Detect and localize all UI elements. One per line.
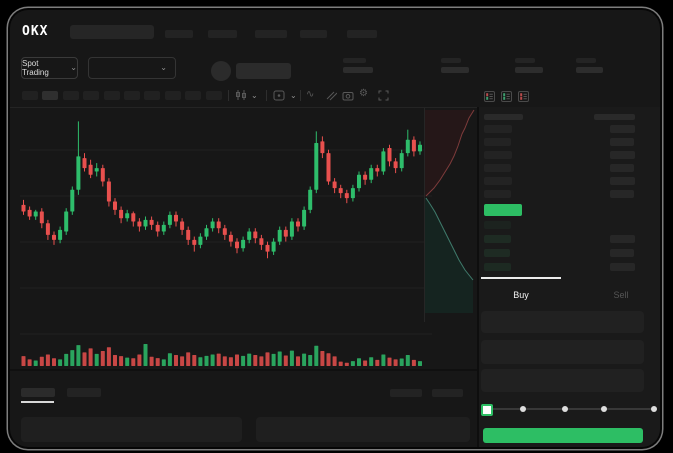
okx-logo[interactable]: OKX (22, 24, 49, 39)
fullscreen-icon[interactable] (378, 90, 389, 101)
nav-item-placeholder[interactable] (165, 30, 193, 38)
timeframe-button[interactable] (144, 91, 161, 100)
ask-amount-placeholder[interactable] (610, 164, 634, 172)
ask-amount-placeholder[interactable] (610, 151, 635, 159)
stat-label-placeholder (515, 58, 535, 63)
orderbook-header-placeholder (484, 114, 523, 120)
bid-price-placeholder[interactable] (484, 235, 511, 243)
tab-buy[interactable]: Buy (513, 290, 529, 300)
chevron-down-icon[interactable]: ⌄ (290, 91, 297, 100)
bid-price-placeholder[interactable] (484, 249, 510, 257)
buy-submit-button[interactable] (483, 428, 643, 443)
ask-price-placeholder[interactable] (484, 125, 512, 133)
nav-item-placeholder[interactable] (300, 30, 327, 38)
bottom-content-placeholder (21, 417, 242, 442)
drawing-tools-icon[interactable] (325, 90, 337, 101)
ask-price-placeholder[interactable] (484, 190, 511, 198)
slider-handle[interactable] (481, 404, 493, 416)
slider-dot[interactable] (520, 406, 526, 412)
ask-amount-placeholder[interactable] (610, 125, 635, 133)
market-type-label: Spot Trading (22, 59, 49, 77)
bid-amount-placeholder[interactable] (610, 235, 635, 243)
ask-price-placeholder[interactable] (484, 164, 511, 172)
chevron-down-icon[interactable]: ⌄ (251, 91, 258, 100)
bid-amount-placeholder[interactable] (610, 263, 635, 271)
panel-divider (477, 107, 479, 447)
bid-price-placeholder[interactable] (484, 263, 511, 271)
pair-avatar (211, 61, 231, 81)
chevron-down-icon: ⌄ (160, 63, 167, 72)
timeframe-button[interactable] (62, 91, 79, 100)
bottom-divider (10, 369, 477, 371)
nav-item-placeholder[interactable] (347, 30, 377, 38)
toolbar-divider (300, 90, 301, 101)
timeframe-button[interactable] (22, 91, 38, 100)
total-field[interactable] (481, 369, 644, 392)
tab-sell[interactable]: Sell (613, 290, 629, 300)
slider-dot[interactable] (562, 406, 568, 412)
settings-icon[interactable]: ⚙ (359, 88, 368, 99)
section-divider (10, 107, 660, 108)
slider-dot[interactable] (651, 406, 657, 412)
ask-amount-placeholder[interactable] (610, 190, 634, 198)
bottom-tab-placeholder[interactable] (21, 388, 55, 397)
timeframe-button[interactable] (83, 91, 100, 100)
bottom-tab-placeholder[interactable] (67, 388, 101, 397)
stat-value-placeholder (343, 67, 373, 73)
bottom-action-placeholder[interactable] (390, 389, 422, 397)
chevron-down-icon: ⌄ (70, 63, 77, 72)
ask-price-placeholder[interactable] (484, 138, 511, 146)
nav-item-placeholder[interactable] (255, 30, 287, 38)
ask-amount-placeholder[interactable] (610, 177, 635, 185)
ask-price-placeholder[interactable] (484, 177, 512, 185)
price-field[interactable] (481, 311, 644, 333)
book-both-icon[interactable] (484, 91, 495, 102)
candlestick-chart[interactable] (20, 110, 432, 370)
stat-value-placeholder (515, 67, 543, 73)
stat-label-placeholder (343, 58, 366, 63)
active-tab-indicator (481, 277, 561, 279)
timeframe-button[interactable] (185, 91, 202, 100)
bottom-action-placeholder[interactable] (432, 389, 463, 397)
book-asks-icon[interactable] (518, 91, 529, 102)
stat-value-placeholder (441, 67, 469, 73)
chart-type-icon[interactable] (273, 90, 285, 101)
stat-value-placeholder (576, 67, 603, 73)
ask-amount-placeholder[interactable] (610, 138, 634, 146)
timeframe-button[interactable] (103, 91, 120, 100)
app-window: OKX Spot Trading ⌄ ⌄ ⌄ ⌄ ∿ ⚙ Buy (10, 10, 660, 447)
stat-label-placeholder (441, 58, 461, 63)
timeframe-button[interactable] (124, 91, 140, 100)
nav-item-placeholder[interactable] (208, 30, 237, 38)
stat-label-placeholder (576, 58, 596, 63)
bid-amount-placeholder[interactable] (610, 249, 634, 257)
depth-chart[interactable] (424, 108, 478, 322)
indicator-icon[interactable]: ∿ (306, 89, 315, 100)
bottom-active-tab-indicator (21, 401, 54, 403)
slider-dot[interactable] (601, 406, 607, 412)
candle-style-icon[interactable] (234, 89, 248, 101)
amount-slider-track[interactable] (487, 408, 655, 410)
pair-dropdown[interactable]: ⌄ (88, 57, 176, 79)
toolbar-divider (266, 90, 267, 101)
orderbook-header-placeholder (594, 114, 635, 120)
bottom-content-placeholder (256, 417, 470, 442)
ask-price-placeholder[interactable] (484, 151, 512, 159)
market-type-dropdown[interactable]: Spot Trading ⌄ (21, 57, 78, 79)
timeframe-button[interactable] (164, 91, 181, 100)
last-price-badge[interactable] (484, 204, 522, 216)
book-bids-icon[interactable] (501, 91, 512, 102)
bid-price-placeholder[interactable] (484, 221, 511, 229)
pair-name-placeholder (236, 63, 291, 79)
search-input[interactable] (70, 25, 154, 39)
toolbar-divider (228, 90, 229, 101)
screenshot-icon[interactable] (342, 90, 354, 101)
amount-field[interactable] (481, 340, 644, 364)
timeframe-button[interactable] (205, 91, 222, 100)
timeframe-button[interactable] (42, 91, 59, 100)
